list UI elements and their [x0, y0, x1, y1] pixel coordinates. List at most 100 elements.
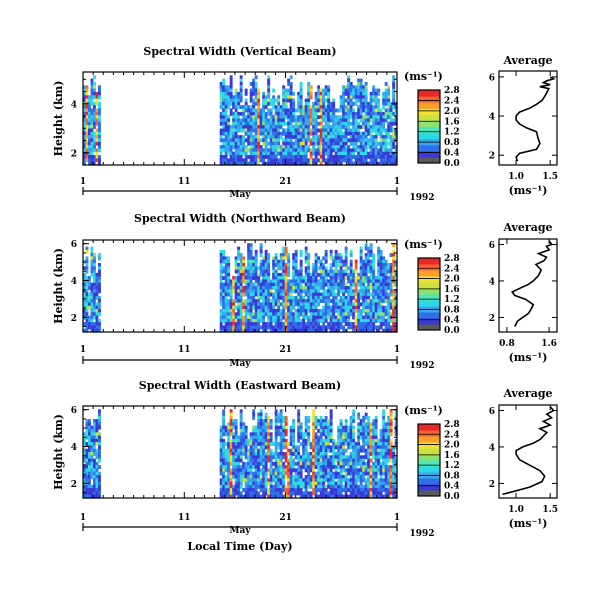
- heatmap-cell: [224, 155, 228, 159]
- heatmap-cell: [262, 266, 266, 271]
- heatmap-cell: [377, 269, 381, 274]
- heatmap-cell: [359, 263, 363, 267]
- heatmap-cell: [342, 98, 346, 103]
- heatmap-cell: [322, 111, 326, 116]
- heatmap-cell: [329, 318, 333, 323]
- heatmap-cell: [327, 279, 331, 284]
- heatmap-cell: [317, 312, 321, 317]
- heatmap-cell: [254, 158, 258, 163]
- heatmap-cell: [394, 111, 398, 116]
- heatmap-cell: [322, 471, 326, 476]
- heatmap-cell: [292, 151, 296, 156]
- heatmap-cell: [229, 309, 233, 313]
- heatmap-cell: [95, 429, 99, 433]
- heatmap-cell: [90, 455, 94, 460]
- heatmap-cell: [339, 101, 343, 106]
- heatmap-cell: [249, 115, 253, 120]
- heatmap-cell: [284, 442, 288, 446]
- heatmap-cell: [322, 309, 326, 313]
- heatmap-cell: [304, 445, 308, 450]
- heatmap-cell: [274, 471, 278, 476]
- heatmap-cell: [98, 448, 101, 453]
- heatmap-cell: [314, 312, 318, 317]
- heatmap-cell: [254, 128, 258, 133]
- heatmap-cell: [93, 121, 96, 126]
- heatmap-cell: [269, 315, 273, 320]
- average-y-tick-label: 6: [489, 73, 495, 83]
- heatmap-cell: [98, 435, 101, 440]
- heatmap-cell: [282, 435, 286, 440]
- heatmap-cell: [262, 435, 266, 440]
- heatmap-cell: [239, 82, 243, 86]
- heatmap-cell: [239, 111, 243, 116]
- heatmap-cell: [324, 111, 328, 116]
- heatmap-cell: [294, 279, 298, 284]
- heatmap-cell: [259, 315, 263, 320]
- heatmap-cell: [394, 131, 398, 136]
- heatmap-cell: [322, 289, 326, 294]
- heatmap-cell: [377, 121, 381, 126]
- heatmap-cell: [90, 322, 94, 326]
- heatmap-cell: [322, 295, 326, 300]
- heatmap-cell: [222, 328, 226, 333]
- heatmap-cell: [88, 425, 91, 430]
- heatmap-cell: [279, 461, 283, 466]
- heatmap-cell: [85, 422, 89, 427]
- heatmap-cell: [254, 488, 258, 492]
- heatmap-cell: [344, 253, 348, 257]
- heatmap-cell: [297, 108, 301, 113]
- heatmap-cell: [354, 128, 358, 133]
- heatmap-cell: [257, 279, 261, 284]
- heatmap-cell: [88, 299, 91, 303]
- heatmap-cell: [342, 155, 346, 159]
- heatmap-cell: [88, 276, 91, 280]
- heatmap-cell: [289, 438, 293, 443]
- heatmap-cell: [362, 442, 366, 446]
- heatmap-cell: [93, 276, 96, 280]
- heatmap-cell: [387, 148, 391, 153]
- heatmap-cell: [307, 276, 311, 280]
- heatmap-cell: [357, 325, 361, 330]
- heatmap-cell: [289, 131, 293, 136]
- heatmap-cell: [98, 325, 101, 330]
- heatmap-cell: [224, 468, 228, 473]
- heatmap-cell: [88, 131, 91, 136]
- heatmap-cell: [314, 448, 318, 453]
- heatmap-cell: [329, 148, 333, 153]
- heatmap-cell: [327, 458, 331, 463]
- heatmap-cell: [274, 161, 278, 166]
- heatmap-cell: [337, 125, 341, 129]
- heatmap-cell: [372, 269, 376, 274]
- heatmap-cell: [349, 249, 353, 254]
- heatmap-cell: [369, 318, 373, 323]
- heatmap-cell: [314, 415, 318, 420]
- heatmap-cell: [272, 452, 276, 456]
- heatmap-cell: [242, 299, 246, 303]
- heatmap-cell: [264, 151, 268, 156]
- heatmap-cell: [317, 471, 321, 476]
- heatmap-cell: [329, 415, 333, 420]
- heatmap-cell: [262, 155, 266, 159]
- heatmap-cell: [269, 494, 273, 499]
- heatmap-cell: [334, 135, 338, 139]
- heatmap-cell: [304, 299, 308, 303]
- heatmap-cell: [384, 82, 388, 86]
- heatmap-cell: [252, 161, 256, 166]
- heatmap-cell: [222, 299, 226, 303]
- heatmap-cell: [357, 91, 361, 96]
- heatmap-cell: [259, 115, 263, 120]
- heatmap-cell: [237, 158, 241, 163]
- heatmap-cell: [304, 253, 308, 257]
- heatmap-cell: [85, 432, 89, 437]
- heatmap-cell: [342, 494, 346, 499]
- heatmap-cell: [334, 125, 338, 129]
- average-x-label: (ms⁻¹): [509, 184, 548, 197]
- heatmap-cell: [364, 111, 368, 116]
- heatmap-cell: [222, 249, 226, 254]
- heatmap-cell: [314, 491, 318, 496]
- heatmap-cell: [337, 299, 341, 303]
- heatmap-cell: [389, 302, 393, 307]
- heatmap-cell: [272, 125, 276, 129]
- heatmap-cell: [237, 121, 241, 126]
- month-label: May: [229, 190, 251, 200]
